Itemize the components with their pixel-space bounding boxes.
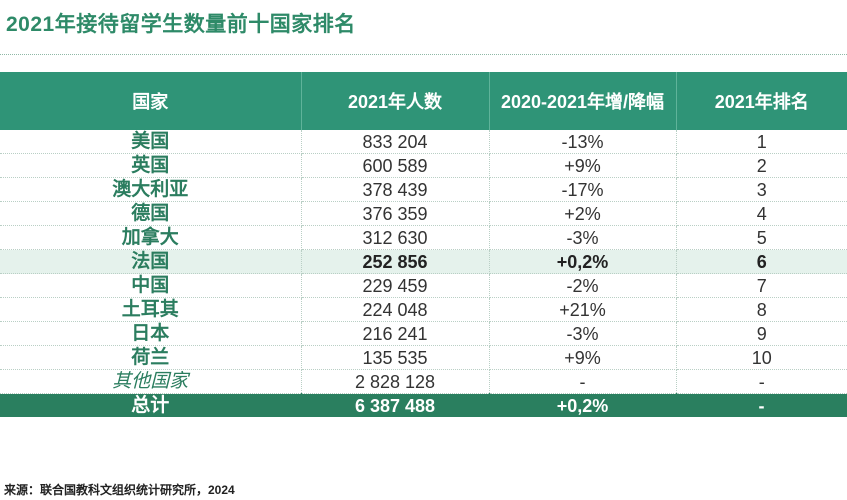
table-row: 土耳其 224 048 +21% 8 [0,297,847,322]
country-cell: 澳大利亚 [0,177,302,202]
rank-cell: 9 [676,321,847,346]
rank-cell: 6 [676,249,847,274]
change-cell: -3% [489,225,677,250]
table-row: 加拿大 312 630 -3% 5 [0,225,847,250]
country-cell: 土耳其 [0,297,302,322]
table-row: 荷兰 135 535 +9% 10 [0,345,847,370]
table-header-row: 国家 2021年人数 2020-2021年增/降幅 2021年排名 [0,72,847,130]
count-cell: 378 439 [301,177,490,202]
change-cell: +2% [489,201,677,226]
table-row: 日本 216 241 -3% 9 [0,321,847,346]
header-rank: 2021年排名 [676,72,847,130]
header-change: 2020-2021年增/降幅 [489,72,677,130]
rank-cell: 7 [676,273,847,298]
country-cell: 英国 [0,153,302,178]
count-cell: 252 856 [301,249,490,274]
rank-cell: 4 [676,201,847,226]
count-cell: 312 630 [301,225,490,250]
country-cell: 荷兰 [0,345,302,370]
count-cell: 216 241 [301,321,490,346]
change-cell: -13% [489,130,677,154]
change-cell: -17% [489,177,677,202]
rank-cell: 1 [676,130,847,154]
header-count: 2021年人数 [301,72,490,130]
change-cell: +9% [489,345,677,370]
source-note: 来源：联合国教科文组织统计研究所，2024 [4,483,235,497]
table-row-highlighted: 法国 252 856 +0,2% 6 [0,249,847,274]
total-label: 总计 [0,393,302,417]
total-change: +0,2% [489,393,677,417]
count-cell: 135 535 [301,345,490,370]
rank-cell: 8 [676,297,847,322]
table-row: 中国 229 459 -2% 7 [0,273,847,298]
country-cell: 德国 [0,201,302,226]
change-cell: -3% [489,321,677,346]
count-cell: 600 589 [301,153,490,178]
table-row: 英国 600 589 +9% 2 [0,153,847,178]
header-country: 国家 [0,72,302,130]
rank-cell: 10 [676,345,847,370]
count-cell: 224 048 [301,297,490,322]
rank-cell: 5 [676,225,847,250]
table-row-total: 总计 6 387 488 +0,2% - [0,393,847,417]
count-cell: 376 359 [301,201,490,226]
table-row: 美国 833 204 -13% 1 [0,130,847,154]
rank-cell: 2 [676,153,847,178]
count-cell: 833 204 [301,130,490,154]
table-row: 澳大利亚 378 439 -17% 3 [0,177,847,202]
ranking-table: 国家 2021年人数 2020-2021年增/降幅 2021年排名 美国 833… [0,72,847,417]
change-cell: +9% [489,153,677,178]
country-cell: 日本 [0,321,302,346]
total-rank: - [676,393,847,417]
table-row: 德国 376 359 +2% 4 [0,201,847,226]
count-cell: 229 459 [301,273,490,298]
country-cell: 中国 [0,273,302,298]
change-cell: -2% [489,273,677,298]
title-divider [0,54,847,55]
change-cell: +0,2% [489,249,677,274]
page-title: 2021年接待留学生数量前十国家排名 [6,13,356,36]
change-cell: - [489,369,677,394]
rank-cell: - [676,369,847,394]
count-cell: 2 828 128 [301,369,490,394]
change-cell: +21% [489,297,677,322]
country-cell: 加拿大 [0,225,302,250]
country-cell: 美国 [0,130,302,154]
country-cell: 法国 [0,249,302,274]
rank-cell: 3 [676,177,847,202]
total-count: 6 387 488 [301,393,490,417]
country-cell: 其他国家 [0,369,302,394]
table-row-other: 其他国家 2 828 128 - - [0,369,847,394]
